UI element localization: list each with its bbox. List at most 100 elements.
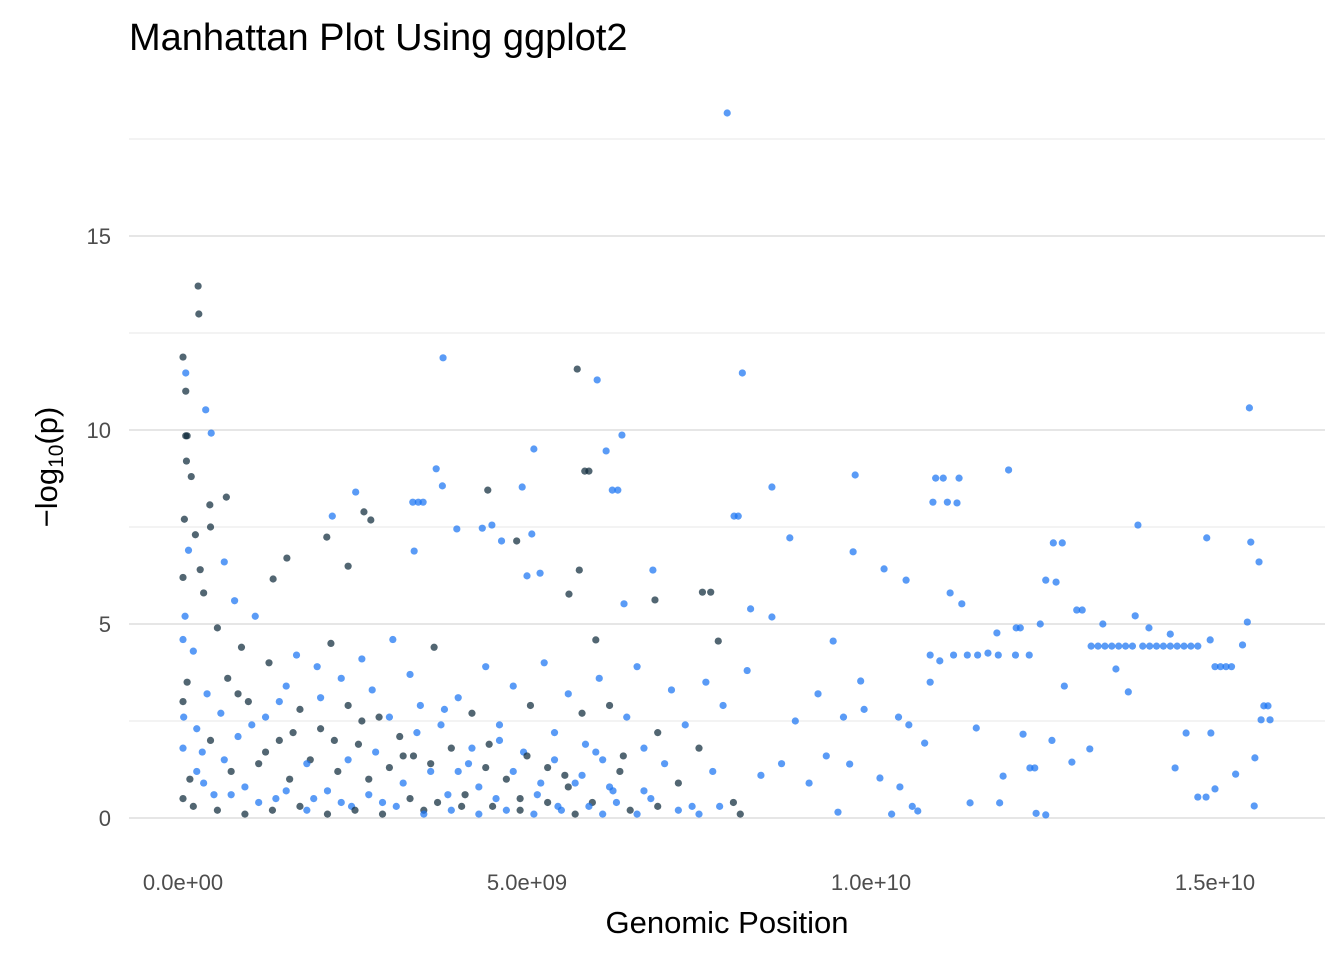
data-point [372, 748, 380, 756]
data-point [921, 739, 929, 747]
data-point [399, 779, 407, 787]
data-point [179, 635, 187, 644]
data-point [578, 771, 586, 779]
data-point [822, 752, 830, 760]
data-point [1086, 745, 1094, 753]
data-point [255, 798, 263, 807]
data-point [851, 471, 859, 479]
data-point [478, 524, 486, 532]
data-point [777, 760, 786, 768]
data-point [416, 701, 424, 710]
data-point [523, 752, 531, 760]
data-point [516, 795, 524, 803]
data-point [268, 806, 277, 814]
data-point [1124, 688, 1132, 696]
data-point [191, 531, 199, 539]
data-point [289, 729, 297, 737]
data-point [747, 605, 755, 613]
data-point [994, 651, 1002, 659]
data-point [497, 537, 506, 545]
data-point [1048, 736, 1056, 745]
data-point [399, 752, 407, 760]
data-point [1207, 729, 1215, 737]
x-tick-label: 0.0e+00 [143, 870, 223, 895]
data-point [334, 767, 342, 776]
data-point [330, 736, 338, 745]
data-point [585, 802, 593, 810]
data-point [654, 729, 662, 737]
data-point [502, 806, 510, 814]
data-point [182, 387, 190, 395]
data-point [902, 576, 910, 584]
data-point [438, 482, 446, 490]
data-point [616, 767, 624, 776]
data-point [220, 756, 228, 764]
data-point [454, 767, 462, 776]
data-point [410, 547, 418, 555]
data-point [303, 760, 311, 768]
data-point [468, 709, 476, 717]
data-point [814, 690, 822, 698]
data-point [237, 643, 246, 651]
data-point [734, 512, 742, 520]
data-point [834, 808, 842, 816]
data-point [1005, 466, 1013, 474]
data-point [723, 109, 731, 117]
data-point [492, 795, 500, 803]
data-point [413, 729, 421, 737]
data-point [488, 521, 496, 529]
data-point [1243, 618, 1251, 626]
data-point [1152, 642, 1161, 650]
data-point [1251, 754, 1259, 762]
data-point [261, 748, 270, 756]
data-point [275, 736, 283, 745]
data-point [392, 802, 400, 810]
data-point [571, 779, 579, 787]
data-point [1182, 729, 1190, 737]
data-point [468, 744, 476, 752]
data-point [464, 760, 473, 768]
data-point [1087, 642, 1095, 650]
data-point [248, 721, 256, 729]
data-point [458, 802, 466, 810]
data-point [200, 779, 208, 787]
x-tick-label: 1.0e+10 [831, 870, 911, 895]
data-point [182, 369, 190, 377]
data-point [530, 810, 538, 818]
data-point [839, 713, 848, 721]
data-point [1019, 730, 1027, 738]
data-point [963, 651, 971, 659]
y-axis-title-subscript: 10 [45, 445, 68, 468]
data-point [389, 635, 397, 644]
data-point [241, 810, 249, 818]
data-point [618, 431, 626, 439]
data-point [640, 787, 648, 795]
data-point [654, 802, 662, 810]
data-point [608, 486, 616, 494]
data-point [649, 566, 657, 574]
data-point [592, 748, 600, 756]
data-point [633, 663, 641, 671]
data-point [365, 791, 373, 799]
data-point [633, 810, 641, 818]
data-point [328, 512, 336, 520]
data-point [323, 810, 332, 818]
data-point [557, 806, 566, 814]
data-point [231, 597, 239, 605]
data-point [1011, 651, 1020, 659]
data-point [213, 624, 221, 632]
data-point [396, 732, 404, 741]
data-point [1206, 636, 1214, 644]
data-point [1060, 682, 1068, 690]
data-points [179, 109, 1274, 819]
data-point [661, 760, 669, 768]
data-point [1025, 651, 1033, 659]
data-point [430, 643, 438, 651]
data-point [993, 629, 1001, 637]
data-point [702, 678, 710, 686]
data-point [368, 686, 376, 694]
data-point [251, 612, 259, 620]
data-point [193, 767, 201, 776]
data-point [482, 663, 490, 671]
data-point [537, 779, 545, 787]
